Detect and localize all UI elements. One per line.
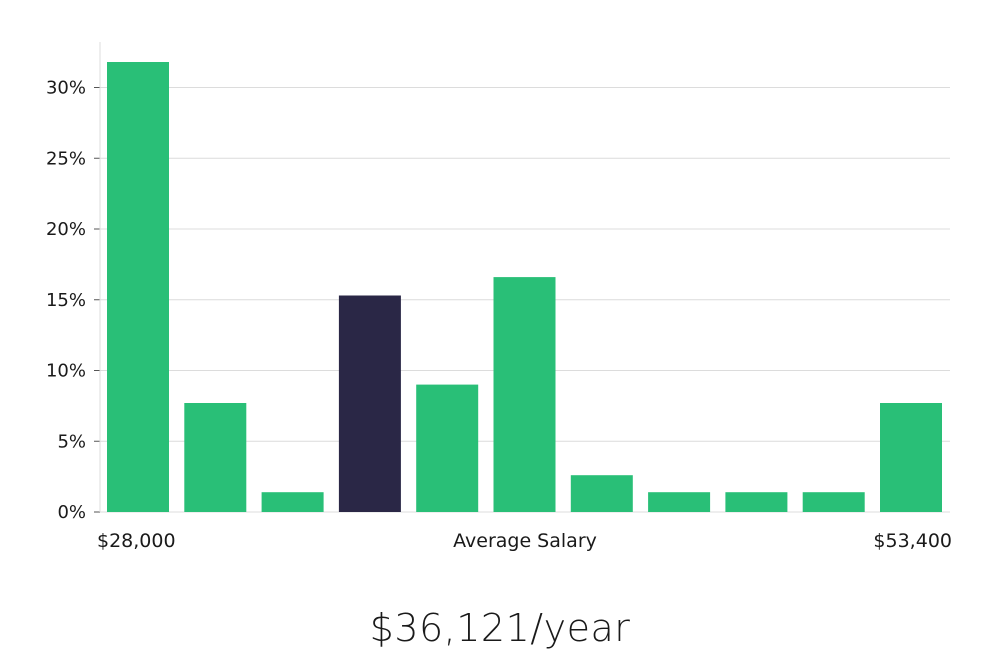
y-tick-label: 15% — [46, 290, 86, 311]
bar — [493, 277, 556, 512]
x-center-label: Average Salary — [453, 530, 597, 552]
y-tick-label: 5% — [57, 431, 86, 452]
x-min-label: $28,000 — [97, 530, 176, 552]
y-tick-label: 25% — [46, 148, 86, 169]
y-axis-ticks: 0% 5% 10% 15% 20% 25% 30% — [46, 78, 100, 523]
x-max-label: $53,400 — [873, 530, 952, 552]
bar — [880, 403, 942, 512]
bar — [416, 384, 479, 512]
bar — [184, 403, 247, 512]
y-tick-label: 10% — [46, 361, 86, 382]
y-tick-label: 30% — [46, 78, 86, 99]
bar — [802, 492, 865, 512]
bars — [107, 62, 942, 512]
bar — [570, 475, 633, 512]
y-tick-label: 0% — [57, 502, 86, 523]
bar — [261, 492, 324, 512]
salary-histogram: 0% 5% 10% 15% 20% 25% 30% $28,000 Average Sala… — [46, 42, 952, 552]
bar-highlighted — [338, 295, 401, 512]
y-tick-label: 20% — [46, 219, 86, 240]
average-salary-value: $36,121/year — [369, 606, 631, 650]
bar — [725, 492, 788, 512]
bar — [107, 62, 169, 512]
bar — [648, 492, 711, 512]
